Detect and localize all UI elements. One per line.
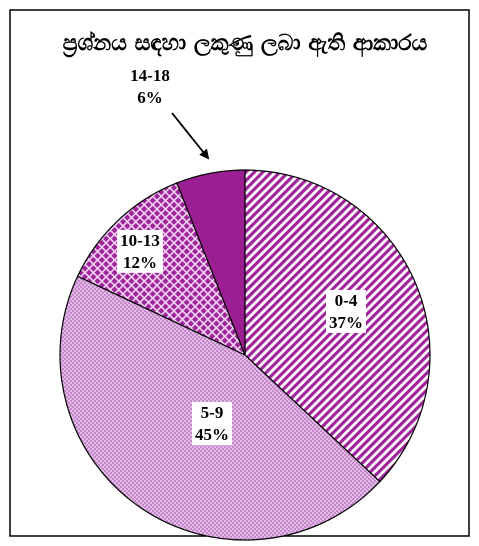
slice-value-label: 37% xyxy=(329,313,363,332)
slice-label: 5-9 xyxy=(201,403,224,422)
slice-value-label: 12% xyxy=(123,253,157,272)
label-bg xyxy=(192,401,232,445)
slice-label: 0-4 xyxy=(335,291,358,310)
slice-value-label: 6% xyxy=(137,88,163,107)
label-bg xyxy=(326,289,366,333)
slice-value-label: 45% xyxy=(195,425,229,444)
chart-title: ප්‍රශ්නය සඳහා ලකුණු ලබා ඇති ආකාරය xyxy=(63,30,428,58)
label-bg xyxy=(117,229,163,273)
pie-slice xyxy=(176,169,246,356)
slice-label: 14-18 xyxy=(130,66,170,85)
callout-arrow xyxy=(171,112,210,160)
slice-label: 10-13 xyxy=(120,231,160,250)
